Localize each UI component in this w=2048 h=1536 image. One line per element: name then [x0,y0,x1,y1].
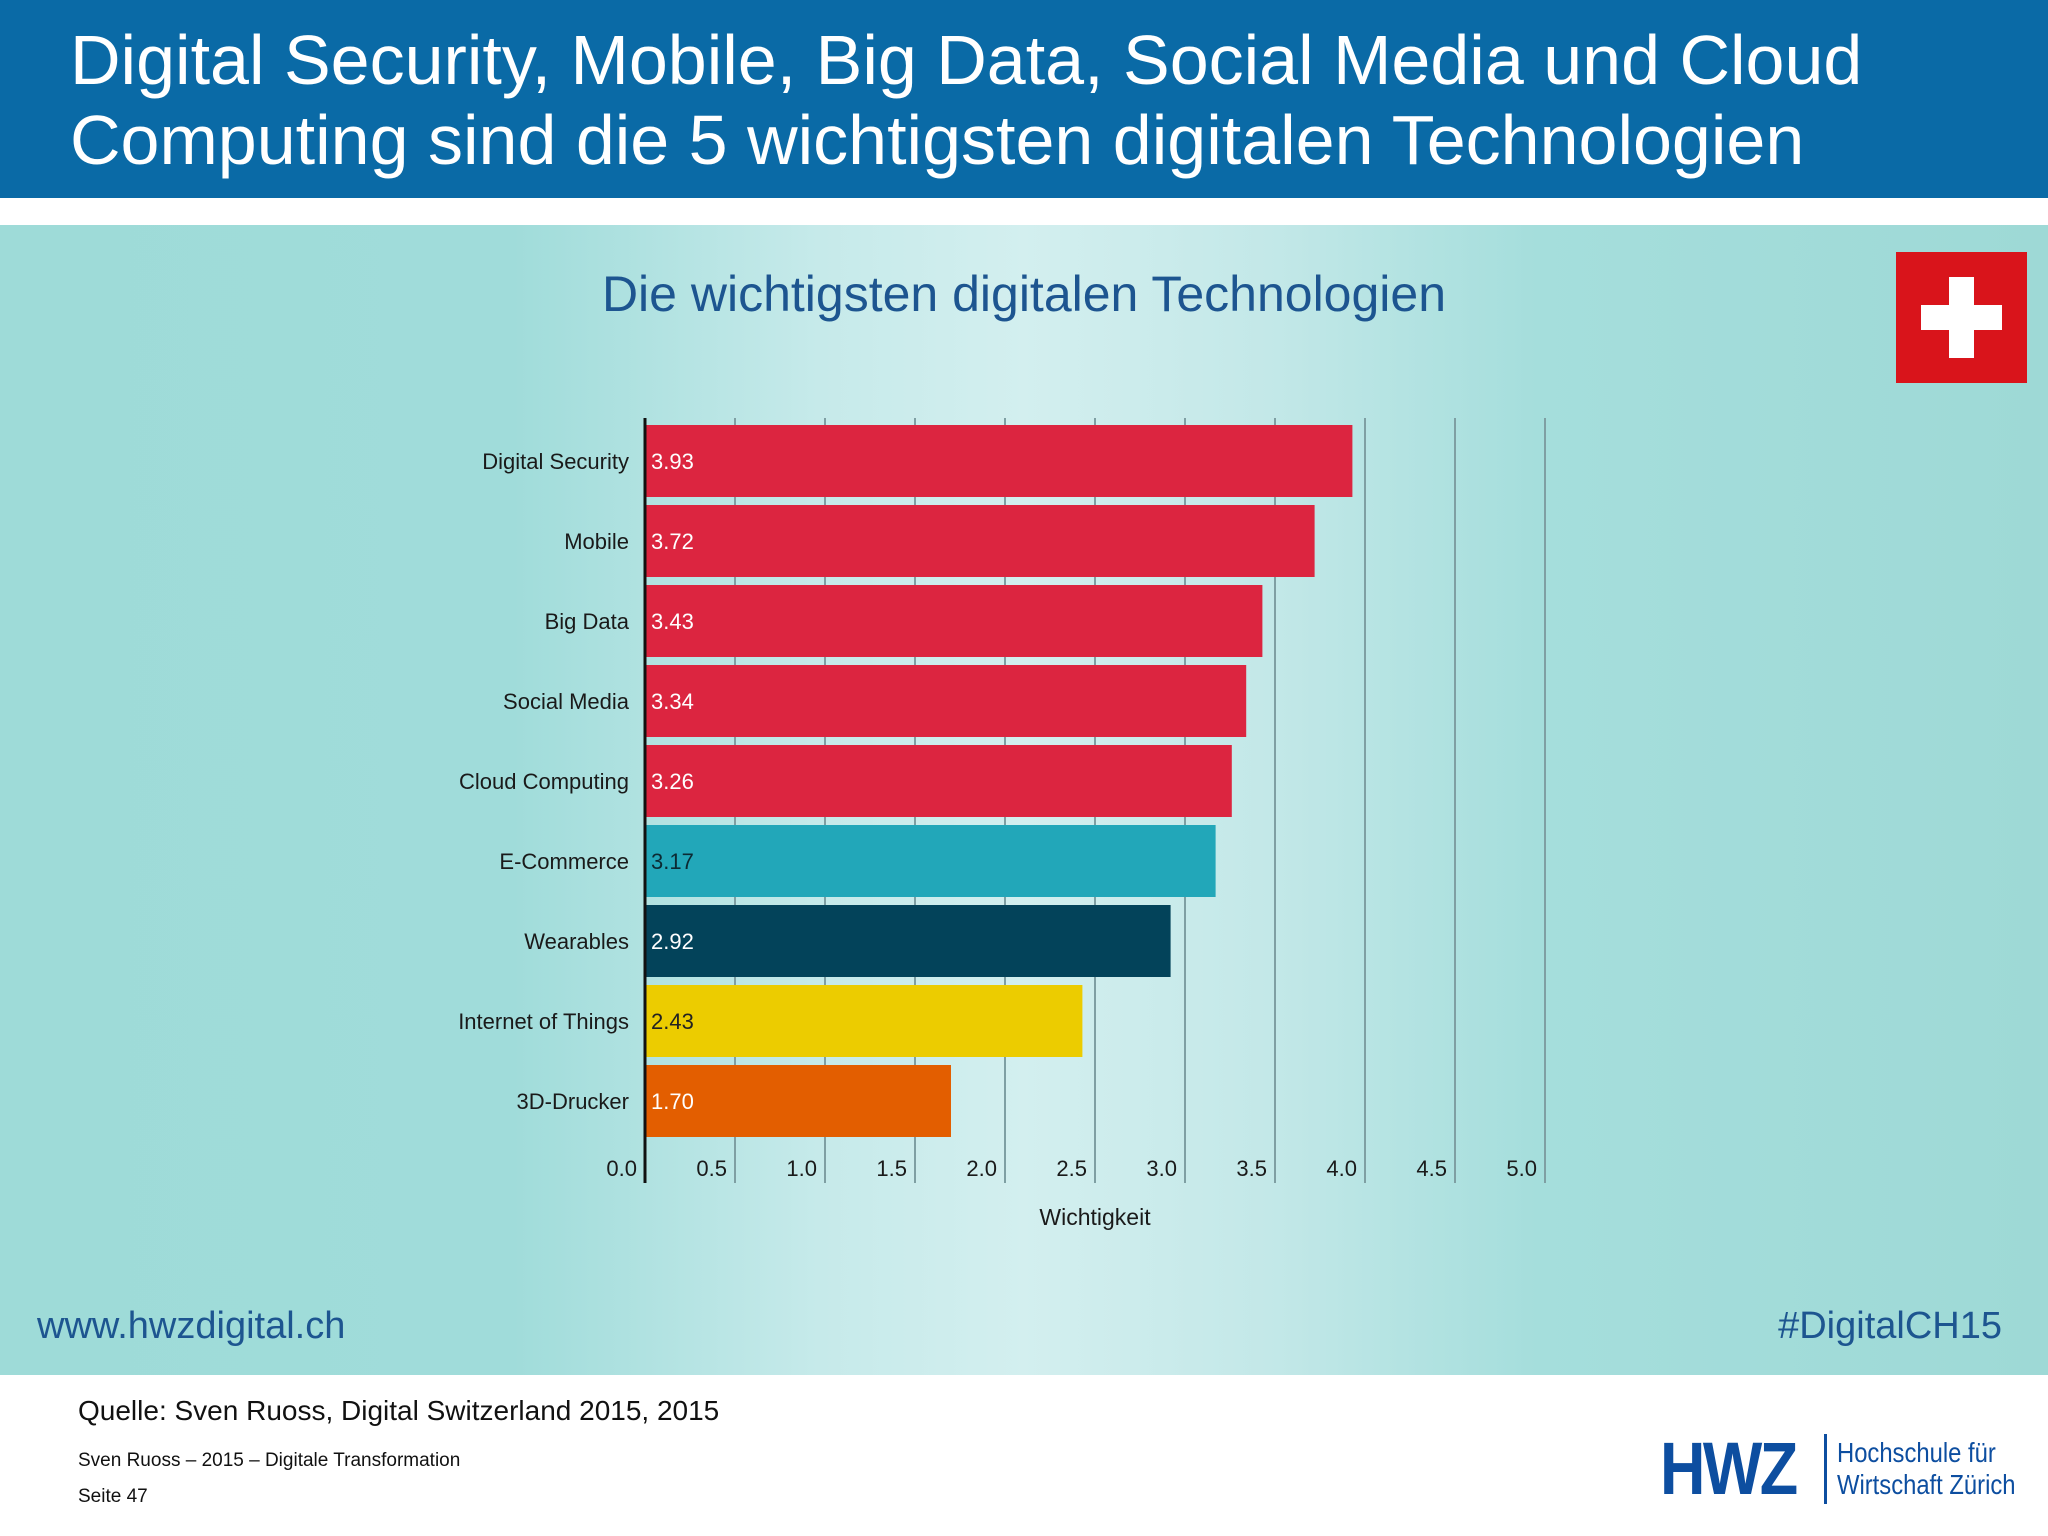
chart-title: Die wichtigsten digitalen Technologien [601,266,1447,322]
bar-value-label: 3.34 [651,689,694,714]
category-label: Cloud Computing [459,769,629,794]
logo-divider [1824,1434,1827,1504]
bar-value-label: 3.43 [651,609,694,634]
bar [645,905,1171,977]
hashtag: #DigitalCH15 [1778,1305,2002,1347]
category-label: Internet of Things [458,1009,629,1034]
page-number: Seite 47 [78,1486,148,1507]
bar-value-label: 2.92 [651,929,694,954]
logo-mark: HWZ [1660,1427,1798,1510]
slide-title: Digital Security, Mobile, Big Data, Soci… [70,21,1863,179]
category-label: Social Media [503,689,630,714]
category-label: Mobile [564,529,629,554]
bar [645,825,1216,897]
bar-value-label: 3.26 [651,769,694,794]
x-tick-label: 2.0 [966,1156,997,1181]
x-tick-label: 3.0 [1146,1156,1177,1181]
x-tick-label: 3.5 [1236,1156,1267,1181]
x-tick-label: 5.0 [1506,1156,1537,1181]
x-tick-label: 0.5 [696,1156,727,1181]
category-label: 3D-Drucker [517,1089,629,1114]
x-axis-label: Wichtigkeit [1039,1204,1151,1230]
bar [645,585,1263,657]
bar-chart: 0.0 0.5 1.0 1.5 2.0 2.5 3.0 3.5 4.0 4.5 5.0 3.93 Dig… [458,418,1546,1230]
bar-value-label: 2.43 [651,1009,694,1034]
hwz-logo: HWZ Hochschule für Wirtschaft Zürich [1660,1432,2047,1506]
category-label: Big Data [545,609,630,634]
logo-line-1: Hochschule für [1837,1437,1996,1468]
bar [645,985,1083,1057]
category-label: Wearables [524,929,629,954]
bar-value-label: 3.72 [651,529,694,554]
chart-panel: Die wichtigsten digitalen Technologien 0… [0,225,2048,1375]
logo-text: Hochschule für Wirtschaft Zürich [1837,1437,2016,1501]
x-tick-label: 2.5 [1056,1156,1087,1181]
bar [645,425,1353,497]
header-bar: Digital Security, Mobile, Big Data, Soci… [0,0,2048,198]
bar [645,745,1232,817]
category-label: E-Commerce [499,849,629,874]
website-url[interactable]: www.hwzdigital.ch [37,1305,346,1347]
bar-value-label: 3.17 [651,849,694,874]
x-tick-label: 0.0 [606,1156,637,1181]
bar [645,505,1315,577]
bar-value-label: 3.93 [651,449,694,474]
x-tick-label: 1.0 [786,1156,817,1181]
source-note: Quelle: Sven Ruoss, Digital Switzerland … [78,1395,720,1426]
category-label: Digital Security [482,449,629,474]
logo-line-2: Wirtschaft Zürich [1837,1469,2016,1500]
x-tick-label: 4.0 [1326,1156,1357,1181]
bar [645,665,1247,737]
x-tick-label: 1.5 [876,1156,907,1181]
footer-author: Sven Ruoss – 2015 – Digitale Transformat… [78,1450,461,1471]
bar [645,1065,951,1137]
swiss-flag-icon [1896,252,2027,383]
x-tick-label: 4.5 [1416,1156,1447,1181]
bar-value-label: 1.70 [651,1089,694,1114]
